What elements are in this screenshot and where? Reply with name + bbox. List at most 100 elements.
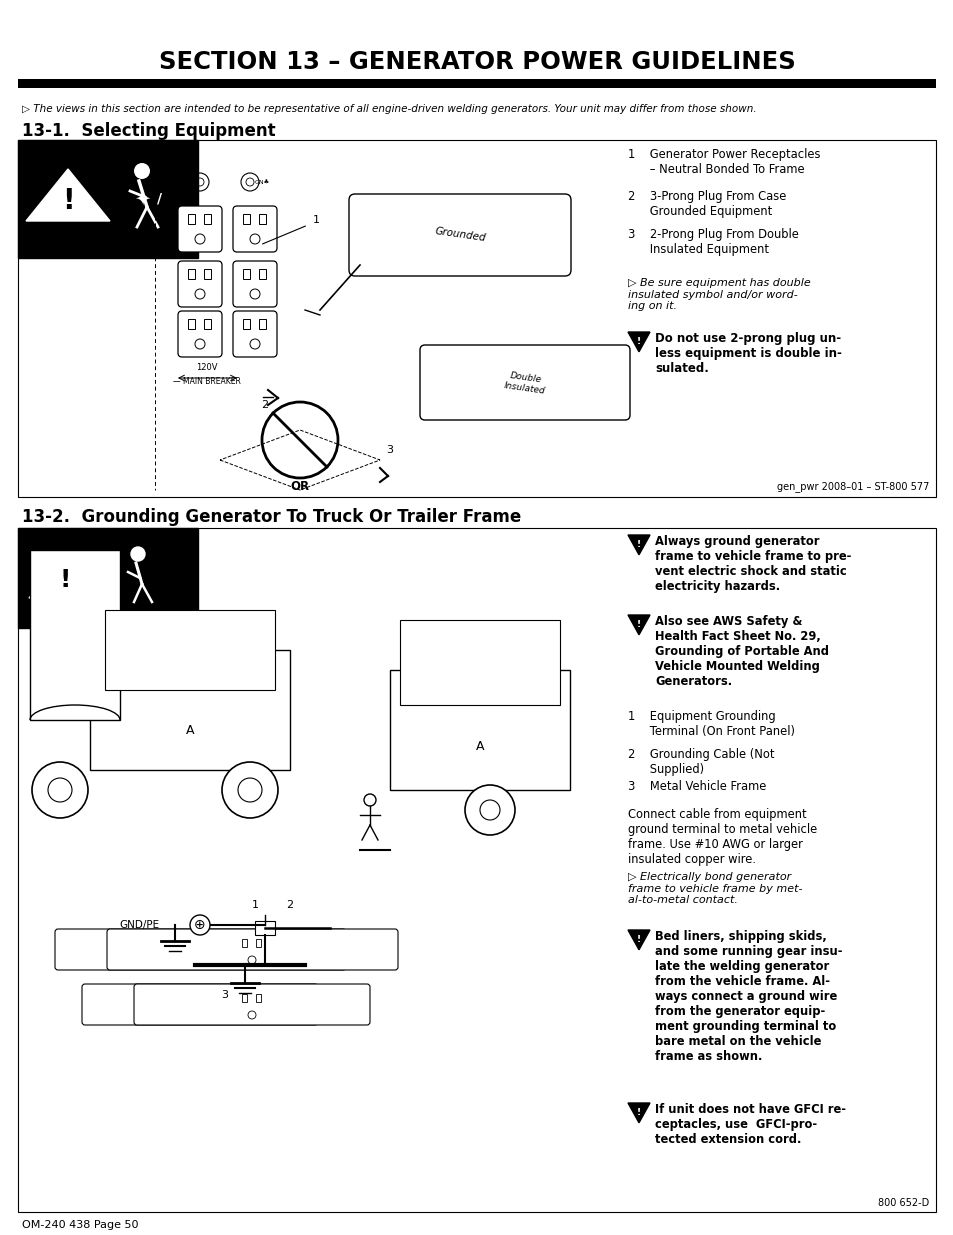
Text: !: ! <box>637 541 640 550</box>
Text: If unit does not have GFCI re-
ceptacles, use  GFCI-pro-
tected extension cord.: If unit does not have GFCI re- ceptacles… <box>655 1103 845 1146</box>
Bar <box>390 671 569 790</box>
Text: !: ! <box>59 568 71 592</box>
Polygon shape <box>627 615 649 635</box>
Bar <box>188 319 194 329</box>
Text: 13-2.  Grounding Generator To Truck Or Trailer Frame: 13-2. Grounding Generator To Truck Or Tr… <box>22 508 520 526</box>
Bar <box>242 939 247 947</box>
Polygon shape <box>627 332 649 352</box>
Bar <box>243 269 250 279</box>
Text: — MAIN BREAKER: — MAIN BREAKER <box>172 378 241 387</box>
FancyBboxPatch shape <box>419 345 629 420</box>
Text: 2    Grounding Cable (Not
      Supplied): 2 Grounding Cable (Not Supplied) <box>627 748 774 776</box>
Text: Always ground generator
frame to vehicle frame to pre-
vent electric shock and s: Always ground generator frame to vehicle… <box>655 535 850 593</box>
Bar <box>18 79 935 88</box>
Bar <box>18 529 198 629</box>
Text: 2    3-Prong Plug From Case
      Grounded Equipment: 2 3-Prong Plug From Case Grounded Equipm… <box>627 190 785 219</box>
Bar <box>258 319 266 329</box>
Text: ▷ The views in this section are intended to be representative of all engine-driv: ▷ The views in this section are intended… <box>22 104 756 114</box>
Text: 3    2-Prong Plug From Double
      Insulated Equipment: 3 2-Prong Plug From Double Insulated Equ… <box>627 228 798 256</box>
FancyBboxPatch shape <box>55 929 346 969</box>
Text: Connect cable from equipment
ground terminal to metal vehicle
frame. Use #10 AWG: Connect cable from equipment ground term… <box>627 808 817 866</box>
Circle shape <box>131 547 145 561</box>
Bar <box>90 650 290 769</box>
Text: Double
Insulated: Double Insulated <box>502 370 546 395</box>
Text: 1    Generator Power Receptacles
      – Neutral Bonded To Frame: 1 Generator Power Receptacles – Neutral … <box>627 148 820 177</box>
Circle shape <box>222 762 277 818</box>
Bar <box>399 620 559 705</box>
Text: /: / <box>157 191 162 206</box>
Text: 800 652-D: 800 652-D <box>877 1198 928 1208</box>
FancyBboxPatch shape <box>233 261 276 308</box>
Bar <box>18 140 198 258</box>
Text: 120V: 120V <box>196 363 217 373</box>
Bar <box>255 939 261 947</box>
Text: !: ! <box>62 186 74 215</box>
Text: ▷ Be sure equipment has double
insulated symbol and/or word-
ing on it.: ▷ Be sure equipment has double insulated… <box>627 278 810 311</box>
Polygon shape <box>29 552 101 598</box>
Text: 13-1.  Selecting Equipment: 13-1. Selecting Equipment <box>22 122 275 140</box>
Bar <box>30 550 120 720</box>
Text: 3    Metal Vehicle Frame: 3 Metal Vehicle Frame <box>627 781 765 793</box>
Text: GN♣: GN♣ <box>177 180 193 185</box>
Bar <box>105 610 274 690</box>
FancyBboxPatch shape <box>233 311 276 357</box>
Bar <box>204 319 211 329</box>
Bar <box>204 939 209 947</box>
Text: Grounded: Grounded <box>434 226 486 243</box>
Text: Do not use 2-prong plug un-
less equipment is double in-
sulated.: Do not use 2-prong plug un- less equipme… <box>655 332 841 375</box>
Polygon shape <box>627 930 649 950</box>
Text: OR: OR <box>290 480 309 494</box>
Polygon shape <box>627 1103 649 1123</box>
Bar <box>18 140 935 496</box>
FancyBboxPatch shape <box>178 261 222 308</box>
Text: ✦: ✦ <box>133 189 150 209</box>
Text: gen_pwr 2008–01 – ST-800 577: gen_pwr 2008–01 – ST-800 577 <box>776 482 928 492</box>
Text: 3: 3 <box>386 445 393 454</box>
Bar <box>204 214 211 224</box>
Bar <box>254 921 274 935</box>
Text: 1    Equipment Grounding
      Terminal (On Front Panel): 1 Equipment Grounding Terminal (On Front… <box>627 710 794 739</box>
FancyBboxPatch shape <box>349 194 571 275</box>
Text: A: A <box>186 724 194 736</box>
Text: ⊕: ⊕ <box>194 918 206 932</box>
Circle shape <box>32 762 88 818</box>
Bar <box>18 529 935 1212</box>
Bar <box>243 214 250 224</box>
FancyBboxPatch shape <box>233 206 276 252</box>
Circle shape <box>237 778 262 802</box>
Bar <box>255 994 261 1002</box>
Bar <box>188 214 194 224</box>
Text: GN♣: GN♣ <box>254 180 270 185</box>
Text: 3: 3 <box>221 990 229 1000</box>
FancyBboxPatch shape <box>178 311 222 357</box>
Polygon shape <box>26 169 110 221</box>
Circle shape <box>464 785 515 835</box>
Text: !: ! <box>637 1108 640 1118</box>
Circle shape <box>262 403 337 478</box>
Bar <box>188 269 194 279</box>
Text: !: ! <box>637 620 640 630</box>
Bar <box>258 214 266 224</box>
Text: 1: 1 <box>252 900 258 910</box>
FancyBboxPatch shape <box>178 206 222 252</box>
Text: 2: 2 <box>286 900 294 910</box>
Polygon shape <box>627 535 649 555</box>
Bar <box>243 319 250 329</box>
Text: OM-240 438 Page 50: OM-240 438 Page 50 <box>22 1220 138 1230</box>
Circle shape <box>48 778 71 802</box>
Bar <box>204 269 211 279</box>
Circle shape <box>133 163 150 179</box>
Text: SECTION 13 – GENERATOR POWER GUIDELINES: SECTION 13 – GENERATOR POWER GUIDELINES <box>158 49 795 74</box>
Bar <box>190 939 194 947</box>
Text: GND/PE: GND/PE <box>120 920 160 930</box>
Text: !: ! <box>637 935 640 945</box>
Bar <box>190 994 194 1002</box>
Bar <box>204 994 209 1002</box>
Circle shape <box>479 800 499 820</box>
Bar <box>258 269 266 279</box>
Text: A: A <box>476 741 484 753</box>
Text: Also see AWS Safety &
Health Fact Sheet No. 29,
Grounding of Portable And
Vehicl: Also see AWS Safety & Health Fact Sheet … <box>655 615 828 688</box>
Circle shape <box>190 915 210 935</box>
Text: !: ! <box>637 337 640 346</box>
Text: Bed liners, shipping skids,
and some running gear insu-
late the welding generat: Bed liners, shipping skids, and some run… <box>655 930 841 1063</box>
